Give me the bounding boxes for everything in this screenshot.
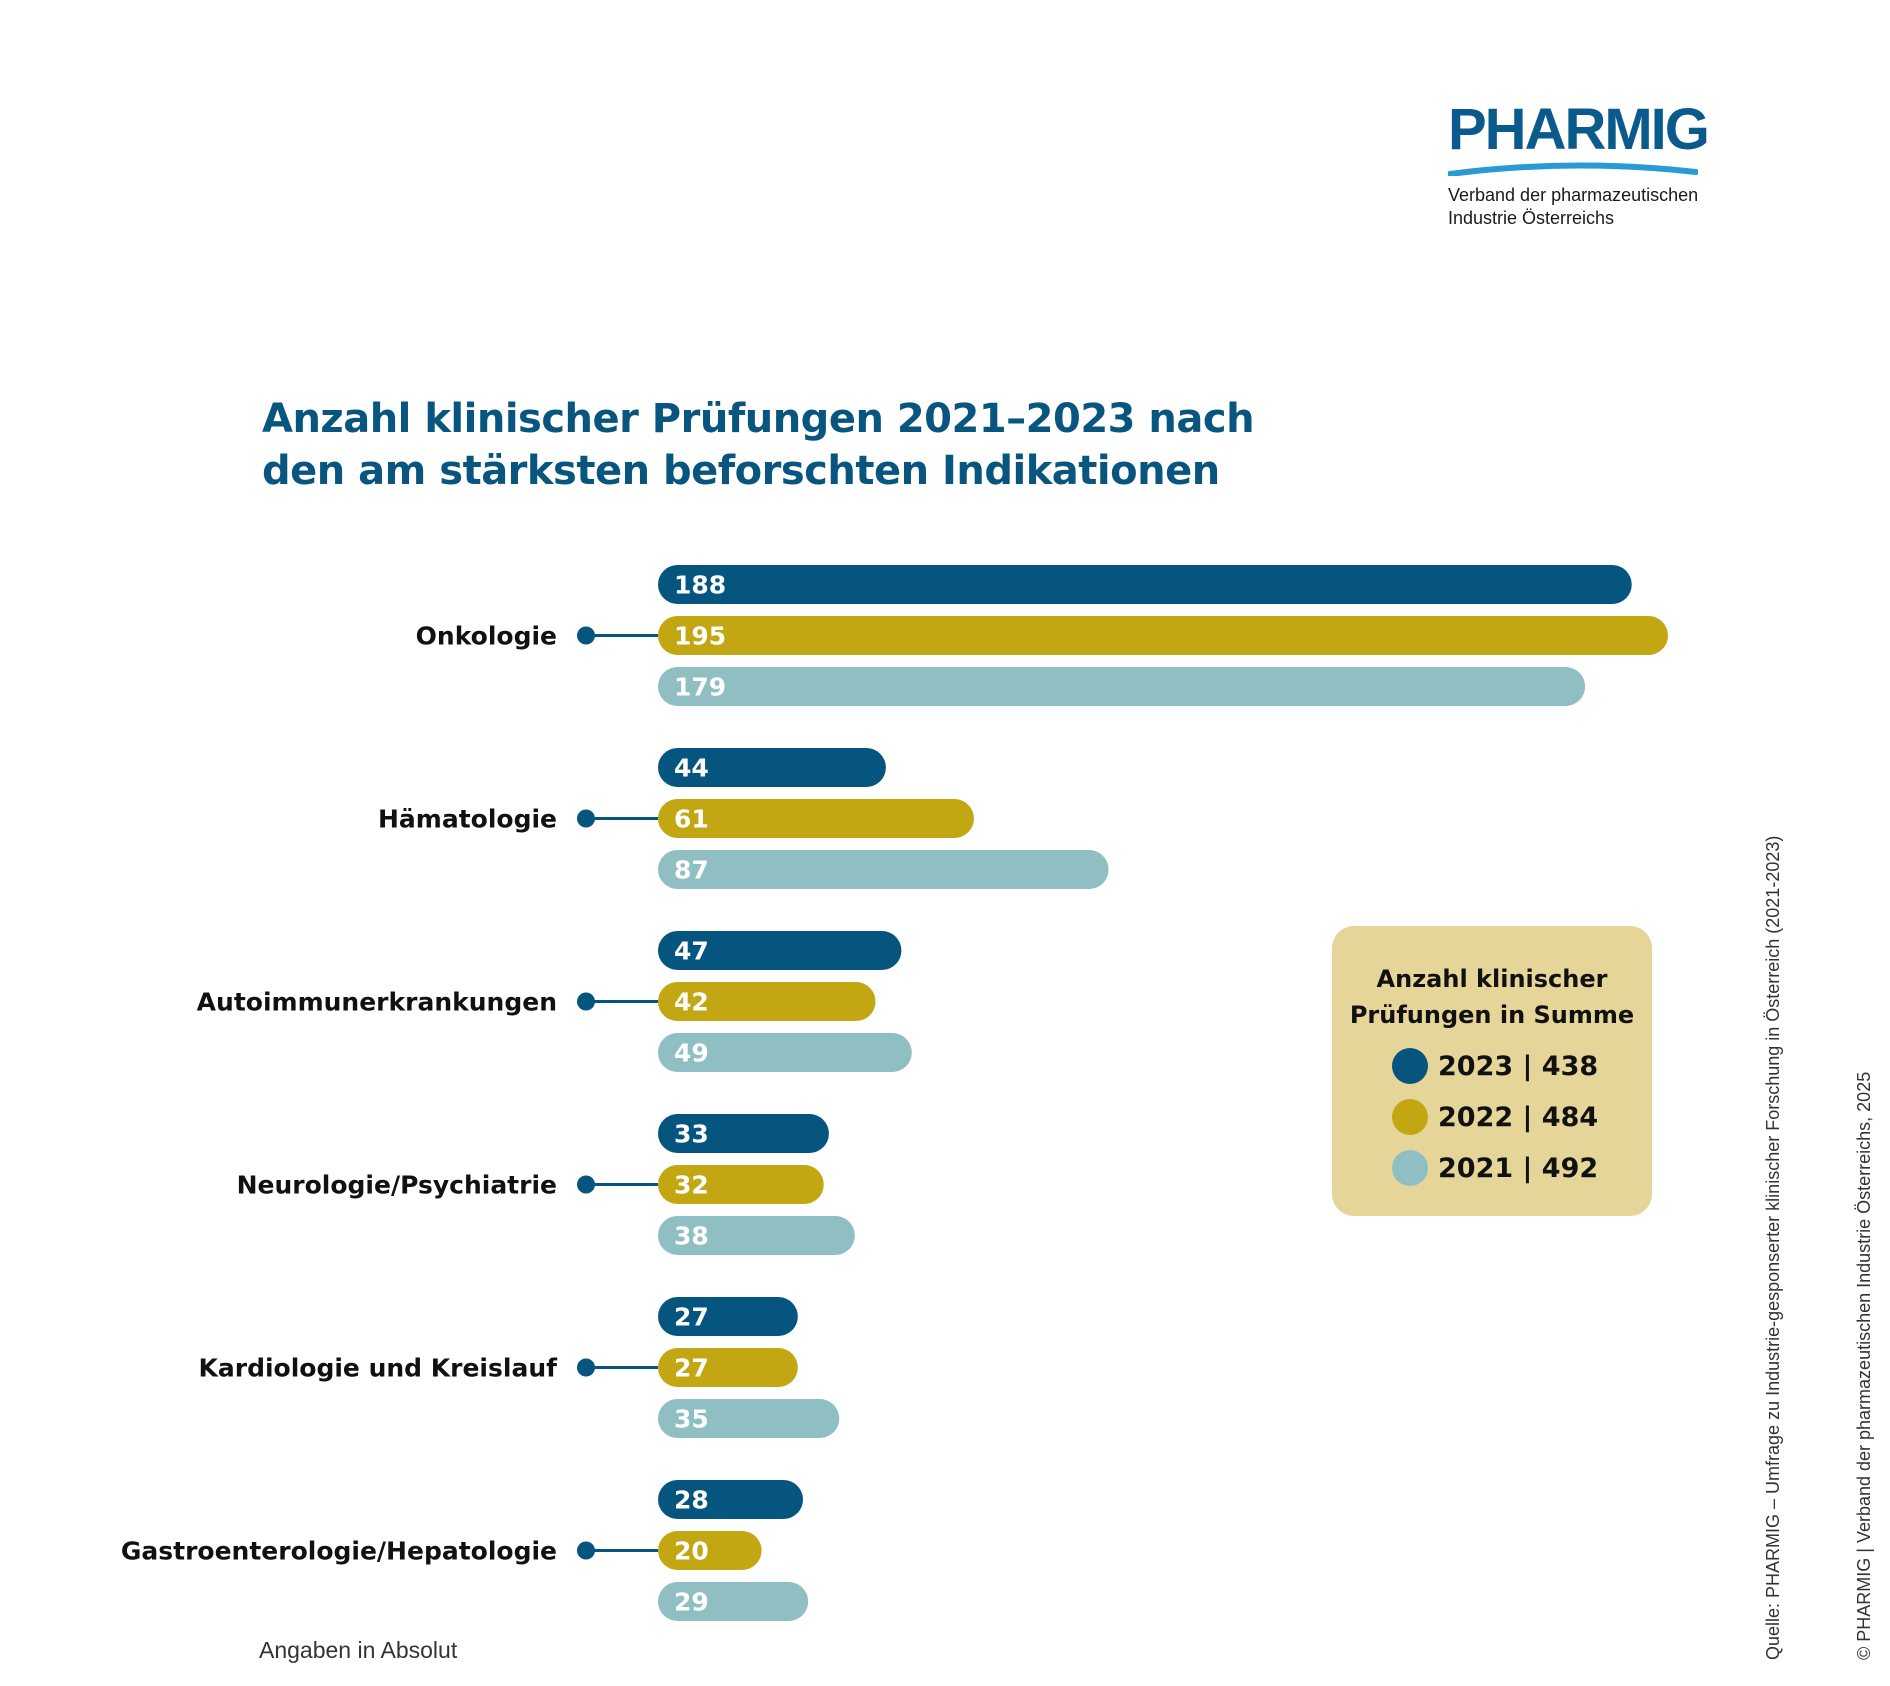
bar-kardiologie-und-kreislauf-2022 (658, 1348, 798, 1387)
legend-dot-2021 (1392, 1150, 1428, 1186)
category-label-autoimmunerkrankungen: Autoimmunerkrankungen (197, 988, 557, 1017)
bar-hamatologie-2022 (658, 799, 974, 838)
bar-kardiologie-und-kreislauf-2023 (658, 1297, 798, 1336)
logo-arc-icon (1448, 162, 1698, 176)
pharmig-logo: PHARMIG Verband der pharmazeutischen Ind… (1448, 97, 1710, 230)
legend-title: Anzahl klinischer Prüfungen in Summe (1332, 961, 1652, 1033)
legend-item-2022: 2022 | 484 (1392, 1097, 1598, 1137)
bar-gastroenterologie-hepatologie-2022 (658, 1531, 762, 1570)
bar-neurologie-psychiatrie-2021 (658, 1216, 855, 1255)
bar-value-neurologie-psychiatrie-2021: 38 (674, 1222, 709, 1251)
logo-subtitle: Verband der pharmazeutischen Industrie Ö… (1448, 184, 1708, 230)
bar-hamatologie-2021 (658, 850, 1109, 889)
bar-value-autoimmunerkrankungen-2022: 42 (674, 988, 709, 1017)
bar-value-onkologie-2021: 179 (674, 673, 726, 702)
logo-subtitle-line1: Verband der pharmazeutischen (1448, 185, 1699, 205)
category-label-neurologie-psychiatrie: Neurologie/Psychiatrie (237, 1171, 557, 1200)
category-label-hamatologie: Hämatologie (378, 805, 557, 834)
bar-value-gastroenterologie-hepatologie-2021: 29 (674, 1588, 709, 1617)
bar-value-gastroenterologie-hepatologie-2022: 20 (674, 1537, 709, 1566)
bar-value-hamatologie-2022: 61 (674, 805, 709, 834)
bar-value-onkologie-2023: 188 (674, 571, 726, 600)
bar-onkologie-2021 (658, 667, 1586, 706)
connector-dot-neurologie-psychiatrie (577, 1175, 595, 1194)
bar-value-gastroenterologie-hepatologie-2023: 28 (674, 1486, 709, 1515)
bar-gastroenterologie-hepatologie-2021 (658, 1582, 809, 1621)
connector-dot-kardiologie-und-kreislauf (577, 1358, 595, 1377)
legend-dot-2022 (1392, 1099, 1428, 1135)
logo-subtitle-line2: Industrie Österreichs (1448, 208, 1615, 228)
connector-dot-gastroenterologie-hepatologie (577, 1541, 595, 1560)
bar-value-onkologie-2022: 195 (674, 622, 726, 651)
bar-kardiologie-und-kreislauf-2021 (658, 1399, 840, 1438)
legend-label-2023: 2023 | 438 (1438, 1050, 1599, 1082)
logo-wordmark: PHARMIG (1448, 97, 1710, 162)
bar-gastroenterologie-hepatologie-2023 (658, 1480, 804, 1519)
units-note: Angaben in Absolut (259, 1637, 458, 1663)
legend-title-line2: Prüfungen in Summe (1349, 1001, 1635, 1029)
category-label-gastroenterologie-hepatologie: Gastroenterologie/Hepatologie (121, 1537, 557, 1566)
source-note: Quelle: PHARMIG – Umfrage zu Industrie-g… (1763, 835, 1783, 1660)
connector-dot-autoimmunerkrankungen (577, 992, 595, 1011)
bar-onkologie-2023 (658, 565, 1632, 604)
bar-value-autoimmunerkrankungen-2021: 49 (674, 1039, 709, 1068)
legend-item-2023: 2023 | 438 (1392, 1046, 1598, 1086)
bar-value-hamatologie-2023: 44 (674, 754, 709, 783)
chart-title-line1: Anzahl klinischer Prüfungen 2021–2023 na… (262, 396, 1255, 442)
copyright-note: © PHARMIG | Verband der pharmazeutischen… (1854, 1071, 1874, 1660)
bar-autoimmunerkrankungen-2022 (658, 982, 876, 1021)
bar-value-kardiologie-und-kreislauf-2021: 35 (674, 1405, 709, 1434)
legend-label-2022: 2022 | 484 (1438, 1101, 1599, 1133)
legend-item-2021: 2021 | 492 (1392, 1148, 1598, 1188)
category-label-onkologie: Onkologie (416, 622, 557, 651)
bar-value-hamatologie-2021: 87 (674, 856, 709, 885)
bar-value-kardiologie-und-kreislauf-2023: 27 (674, 1303, 709, 1332)
category-label-kardiologie-und-kreislauf: Kardiologie und Kreislauf (199, 1354, 559, 1383)
bar-autoimmunerkrankungen-2021 (658, 1033, 912, 1072)
chart-title-line2: den am stärksten beforschten Indikatione… (262, 448, 1220, 494)
connector-dot-hamatologie (577, 809, 595, 828)
chart-title: Anzahl klinischer Prüfungen 2021–2023 na… (262, 393, 1362, 497)
bar-autoimmunerkrankungen-2023 (658, 931, 902, 970)
bar-hamatologie-2023 (658, 748, 886, 787)
legend-dot-2023 (1392, 1048, 1428, 1084)
bar-neurologie-psychiatrie-2023 (658, 1114, 829, 1153)
bar-neurologie-psychiatrie-2022 (658, 1165, 824, 1204)
legend-label-2021: 2021 | 492 (1438, 1152, 1599, 1184)
bar-value-kardiologie-und-kreislauf-2022: 27 (674, 1354, 709, 1383)
bar-value-neurologie-psychiatrie-2022: 32 (674, 1171, 709, 1200)
connector-dot-onkologie (577, 626, 595, 645)
bar-value-neurologie-psychiatrie-2023: 33 (674, 1120, 709, 1149)
legend-title-line1: Anzahl klinischer (1376, 965, 1608, 993)
bar-onkologie-2022 (658, 616, 1668, 655)
bar-value-autoimmunerkrankungen-2023: 47 (674, 937, 709, 966)
legend-box: Anzahl klinischer Prüfungen in Summe 202… (1332, 926, 1652, 1216)
